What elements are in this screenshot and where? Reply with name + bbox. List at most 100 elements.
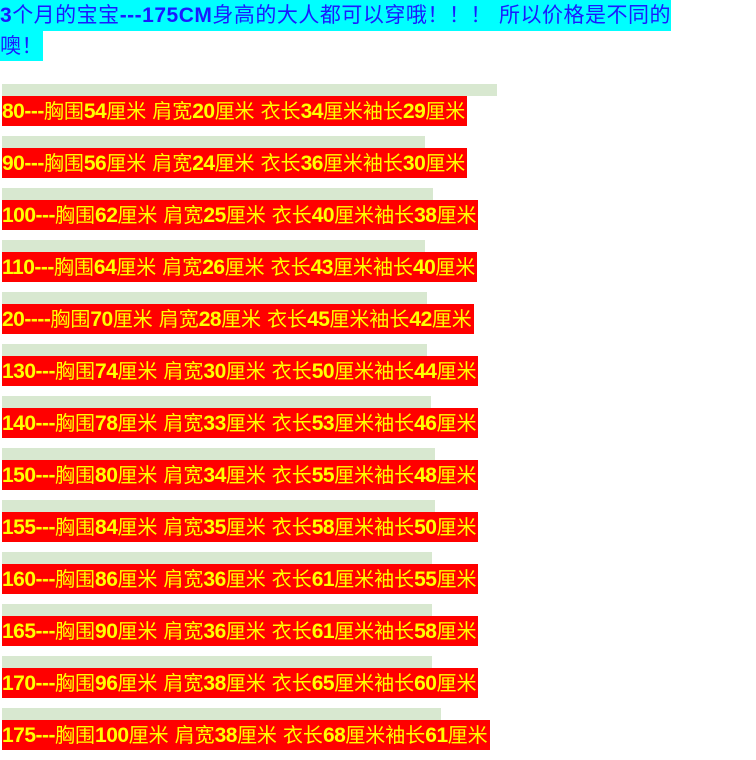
size-row-text: 165---胸围90厘米 肩宽36厘米 衣长61厘米袖长58厘米 <box>2 616 479 646</box>
chest-label: 胸围 <box>55 723 96 747</box>
unit-label: 厘米 <box>128 723 169 747</box>
sleeve-value: 38 <box>414 204 437 227</box>
shoulder-label: 肩宽 <box>163 411 204 435</box>
chest-value: 78 <box>95 412 118 435</box>
size-row-text: 150---胸围80厘米 肩宽34厘米 衣长55厘米袖长48厘米 <box>2 460 479 490</box>
shoulder-label: 肩宽 <box>163 359 204 383</box>
unit-label: 厘米 <box>225 411 266 435</box>
chest-value: 54 <box>83 100 107 123</box>
unit-label: 厘米 <box>322 99 363 123</box>
chest-label: 胸围 <box>55 359 96 383</box>
row-shade <box>2 604 432 616</box>
size-label: 155--- <box>2 516 56 539</box>
unit-label: 厘米 <box>225 463 266 487</box>
size-label: 140--- <box>2 412 56 435</box>
shoulder-value: 30 <box>203 360 226 383</box>
unit-label: 厘米 <box>225 515 266 539</box>
chest-label: 胸围 <box>55 203 96 227</box>
shoulder-value: 25 <box>203 204 226 227</box>
size-label: 110--- <box>2 256 54 279</box>
length-value: 40 <box>311 204 335 227</box>
sleeve-label: 袖长 <box>374 411 415 435</box>
shoulder-label: 肩宽 <box>163 567 204 591</box>
unit-label: 厘米 <box>436 359 477 383</box>
shoulder-label: 肩宽 <box>174 723 215 747</box>
shoulder-value: 20 <box>192 100 215 123</box>
unit-label: 厘米 <box>117 359 158 383</box>
size-row-text: 140---胸围78厘米 肩宽33厘米 衣长53厘米袖长46厘米 <box>2 408 479 438</box>
unit-label: 厘米 <box>332 255 373 279</box>
shoulder-value: 33 <box>203 412 226 435</box>
sleeve-value: 61 <box>425 724 448 747</box>
shoulder-value: 28 <box>198 308 222 331</box>
unit-label: 厘米 <box>425 151 466 175</box>
row-shade <box>2 448 435 460</box>
unit-label: 厘米 <box>117 463 158 487</box>
length-value: 53 <box>311 412 335 435</box>
row-shade <box>2 292 427 304</box>
chest-label: 胸围 <box>55 515 96 539</box>
sleeve-label: 袖长 <box>374 515 415 539</box>
chest-value: 96 <box>95 672 118 695</box>
unit-label: 厘米 <box>225 359 266 383</box>
size-label: 165--- <box>2 620 56 643</box>
sleeve-value: 44 <box>414 360 437 383</box>
length-label: 衣长 <box>282 723 323 747</box>
shoulder-label: 肩宽 <box>163 619 204 643</box>
chest-value: 100 <box>95 724 129 747</box>
length-label: 衣长 <box>271 671 312 695</box>
unit-label: 厘米 <box>225 671 266 695</box>
shoulder-label: 肩宽 <box>152 151 193 175</box>
unit-label: 厘米 <box>106 99 147 123</box>
length-value: 61 <box>311 620 335 643</box>
sleeve-value: 50 <box>414 516 437 539</box>
unit-label: 厘米 <box>117 203 158 227</box>
shoulder-label: 肩宽 <box>152 99 193 123</box>
length-value: 34 <box>300 100 324 123</box>
shoulder-value: 24 <box>192 152 215 175</box>
sleeve-label: 袖长 <box>374 619 415 643</box>
sleeve-value: 48 <box>414 464 437 487</box>
size-row-text: 80---胸围54厘米 肩宽20厘米 衣长34厘米袖长29厘米 <box>2 96 468 126</box>
sleeve-label: 袖长 <box>374 567 415 591</box>
size-row-text: 170---胸围96厘米 肩宽38厘米 衣长65厘米袖长60厘米 <box>2 668 479 698</box>
size-label: 90--- <box>2 152 44 175</box>
shoulder-label: 肩宽 <box>162 255 203 279</box>
size-label: 130--- <box>2 360 56 383</box>
intro-height-number: ---175CM <box>119 4 213 27</box>
length-value: 36 <box>300 152 324 175</box>
unit-label: 厘米 <box>436 567 477 591</box>
shoulder-value: 36 <box>203 568 226 591</box>
length-value: 45 <box>307 308 330 331</box>
sleeve-label: 袖长 <box>369 307 410 331</box>
unit-label: 厘米 <box>106 151 147 175</box>
unit-label: 厘米 <box>214 151 255 175</box>
shoulder-value: 38 <box>214 724 238 747</box>
row-shade <box>2 344 427 356</box>
size-row-text: 90---胸围56厘米 肩宽24厘米 衣长36厘米袖长30厘米 <box>2 148 468 178</box>
unit-label: 厘米 <box>225 619 266 643</box>
row-shade <box>2 396 431 408</box>
unit-label: 厘米 <box>334 411 375 435</box>
chest-value: 56 <box>83 152 107 175</box>
chest-value: 70 <box>90 308 113 331</box>
length-value: 65 <box>311 672 335 695</box>
unit-label: 厘米 <box>225 567 266 591</box>
sleeve-value: 42 <box>409 308 432 331</box>
chest-value: 84 <box>95 516 118 539</box>
unit-label: 厘米 <box>329 307 370 331</box>
unit-label: 厘米 <box>436 411 477 435</box>
chest-label: 胸围 <box>55 619 96 643</box>
length-label: 衣长 <box>271 567 312 591</box>
size-label: 80--- <box>2 100 44 123</box>
row-shade <box>2 656 432 668</box>
length-value: 43 <box>310 256 334 279</box>
row-shade <box>2 500 435 512</box>
length-value: 50 <box>311 360 335 383</box>
row-shade <box>2 188 433 200</box>
unit-label: 厘米 <box>117 619 158 643</box>
length-value: 58 <box>311 516 335 539</box>
unit-label: 厘米 <box>334 203 375 227</box>
unit-label: 厘米 <box>117 515 158 539</box>
row-shade <box>2 552 432 564</box>
